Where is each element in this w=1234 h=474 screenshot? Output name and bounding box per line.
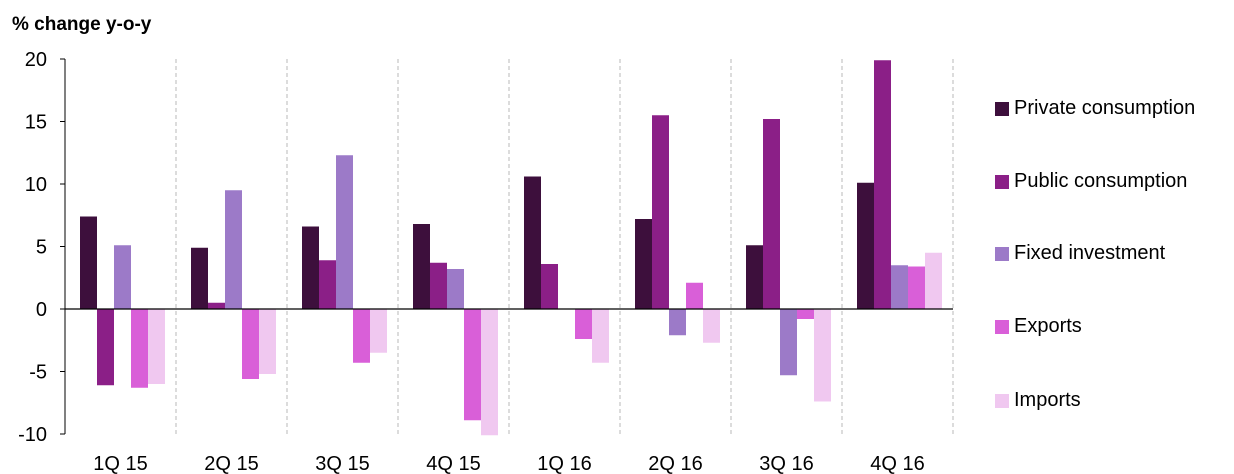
bar-exports — [575, 309, 592, 339]
bar-public-consumption — [97, 309, 114, 386]
legend-label: Public consumption — [1014, 170, 1188, 192]
x-tick-label: 1Q 16 — [537, 453, 591, 474]
y-tick-label: 10 — [25, 174, 47, 196]
bar-public-consumption — [652, 115, 669, 309]
bar-private-consumption — [857, 182, 874, 309]
bar-exports — [353, 309, 370, 363]
legend-swatch — [995, 393, 1009, 408]
bar-private-consumption — [635, 219, 652, 309]
x-tick-label: 4Q 16 — [870, 453, 924, 474]
bar-exports — [464, 309, 481, 421]
bar-exports — [242, 309, 259, 379]
bar-private-consumption — [80, 216, 97, 309]
y-tick-label: 0 — [36, 299, 47, 321]
legend: Private consumption Public consumption Fix… — [995, 0, 1234, 474]
legend-label: Private consumption — [1014, 97, 1196, 119]
bar-fixed-investment — [669, 309, 686, 336]
bar-exports — [797, 309, 814, 319]
bar-imports — [259, 309, 276, 374]
legend-item: Private consumption — [995, 97, 1195, 120]
bar-imports — [703, 309, 720, 343]
bar-imports — [481, 309, 498, 436]
bar-private-consumption — [191, 247, 208, 309]
y-tick-label: 15 — [25, 112, 47, 134]
bar-imports — [814, 309, 831, 402]
bar-private-consumption — [302, 226, 319, 309]
legend-swatch — [995, 246, 1009, 261]
legend-swatch — [995, 174, 1009, 189]
bar-fixed-investment — [891, 265, 908, 309]
bar-private-consumption — [413, 224, 430, 309]
bar-fixed-investment — [447, 269, 464, 309]
legend-label: Imports — [1014, 389, 1081, 411]
legend-item: Imports — [995, 389, 1081, 412]
bar-exports — [908, 266, 925, 309]
bar-imports — [592, 309, 609, 363]
legend-label: Exports — [1014, 315, 1082, 337]
y-tick-label: 20 — [25, 49, 47, 71]
y-axis-title: % change y-o-y — [12, 14, 152, 35]
x-tick-label: 3Q 16 — [759, 453, 813, 474]
bar-imports — [148, 309, 165, 384]
legend-item: Public consumption — [995, 170, 1187, 193]
bar-public-consumption — [319, 260, 336, 309]
bar-imports — [370, 309, 387, 353]
bar-private-consumption — [746, 245, 763, 309]
x-tick-label: 2Q 15 — [204, 453, 258, 474]
bar-public-consumption — [208, 302, 225, 309]
x-tick-label: 3Q 15 — [315, 453, 369, 474]
bar-public-consumption — [763, 119, 780, 309]
bar-imports — [925, 252, 942, 309]
y-tick-label: -10 — [18, 424, 47, 446]
bar-public-consumption — [430, 262, 447, 309]
x-tick-label: 1Q 15 — [93, 453, 147, 474]
x-tick-label: 4Q 15 — [426, 453, 480, 474]
legend-item: Exports — [995, 315, 1082, 338]
x-tick-label: 2Q 16 — [648, 453, 702, 474]
bar-fixed-investment — [780, 309, 797, 376]
legend-swatch — [995, 101, 1009, 116]
bar-public-consumption — [874, 60, 891, 309]
legend-swatch — [995, 319, 1009, 334]
bar-public-consumption — [541, 264, 558, 309]
bar-fixed-investment — [225, 190, 242, 309]
bar-fixed-investment — [336, 155, 353, 309]
bar-exports — [131, 309, 148, 388]
y-tick-label: 5 — [36, 237, 47, 259]
bar-exports — [686, 282, 703, 309]
y-tick-label: -5 — [29, 362, 47, 384]
legend-label: Fixed investment — [1014, 242, 1166, 264]
bar-private-consumption — [524, 176, 541, 309]
bar-fixed-investment — [114, 245, 131, 309]
legend-item: Fixed investment — [995, 242, 1165, 265]
